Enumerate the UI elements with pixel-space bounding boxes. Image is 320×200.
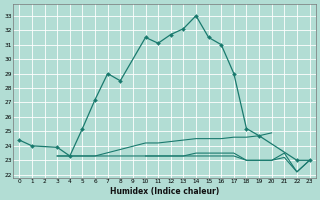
X-axis label: Humidex (Indice chaleur): Humidex (Indice chaleur) [110, 187, 219, 196]
